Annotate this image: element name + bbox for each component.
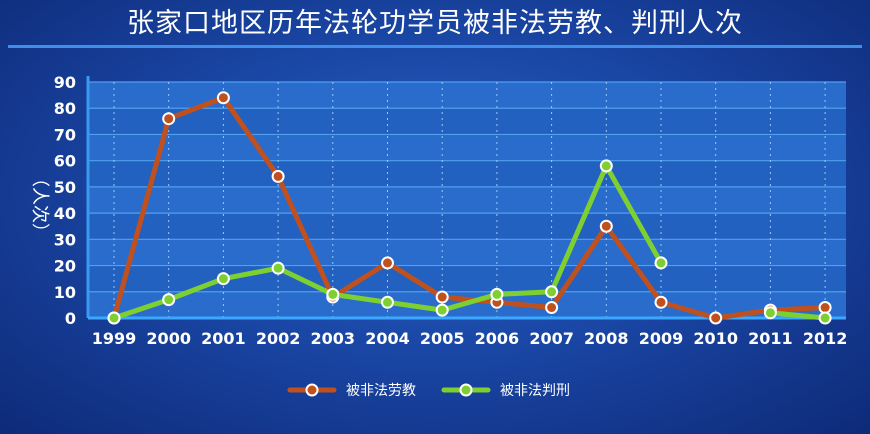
data-point	[381, 256, 394, 270]
y-tick-label: 30	[54, 230, 76, 249]
y-tick-label: 60	[54, 152, 76, 171]
y-tick-label: 80	[54, 99, 76, 118]
data-point	[654, 256, 668, 270]
plot-area	[88, 82, 846, 318]
data-point	[271, 169, 285, 183]
x-tick-label: 2006	[475, 329, 520, 348]
data-point	[162, 112, 176, 126]
data-point	[326, 287, 340, 301]
plot-band	[88, 265, 846, 292]
chart-title: 张家口地区历年法轮功学员被非法劳教、判刑人次	[127, 8, 743, 39]
legend-item-1: 被非法劳教	[287, 383, 416, 399]
data-point	[545, 285, 559, 299]
x-tick-label: 2010	[693, 329, 738, 348]
x-tick-label: 2004	[365, 329, 410, 348]
data-point	[162, 293, 176, 307]
y-tick-label: 0	[65, 309, 76, 328]
series-2	[107, 159, 832, 325]
legend-label: 被非法劳教	[346, 383, 416, 399]
x-tick-label: 2009	[639, 329, 684, 348]
y-axis-label: （人次）	[29, 169, 50, 241]
data-point	[818, 311, 832, 325]
legend-item-2: 被非法判刑	[441, 383, 570, 399]
data-point	[599, 219, 613, 233]
x-tick-label: 2011	[748, 329, 793, 348]
legend-label: 被非法判刑	[500, 383, 570, 399]
x-tick-label: 2003	[311, 329, 356, 348]
y-tick-label: 90	[54, 73, 76, 92]
title-divider	[8, 45, 862, 48]
x-tick-label: 2012	[803, 329, 848, 348]
plot-band	[88, 108, 846, 135]
data-point	[381, 295, 394, 309]
x-tick-label: 2005	[420, 329, 465, 348]
series-group	[107, 91, 832, 325]
x-axis-ticks: 1999 2000 2001 2002 2003 2004 2005 2006 2007 2008…	[92, 329, 848, 348]
plot-band	[88, 213, 846, 240]
data-point	[107, 311, 121, 325]
data-point	[216, 272, 230, 286]
x-tick-label: 1999	[92, 329, 137, 348]
legend-swatch-marker	[305, 383, 319, 397]
data-point	[271, 261, 285, 275]
legend-swatch-marker	[459, 383, 473, 397]
data-point	[818, 301, 832, 315]
plot-band	[88, 186, 846, 214]
plot-band	[88, 239, 846, 266]
x-tick-label: 2002	[256, 329, 301, 348]
data-point	[599, 159, 613, 173]
y-tick-label: 50	[54, 178, 76, 197]
data-point	[709, 311, 723, 325]
x-tick-label: 2007	[529, 329, 574, 348]
series-line	[767, 310, 828, 321]
legend: 被非法劳教 被非法判刑	[287, 383, 570, 399]
x-tick-label: 2000	[146, 329, 191, 348]
data-point	[490, 287, 504, 301]
data-point	[435, 303, 449, 317]
data-point	[435, 290, 449, 304]
data-point	[545, 301, 559, 315]
y-tick-label: 40	[54, 204, 76, 223]
data-point	[216, 91, 230, 105]
series-line	[111, 95, 828, 321]
x-tick-label: 2008	[584, 329, 629, 348]
plot-band	[88, 134, 846, 161]
plot-band	[88, 160, 846, 187]
gridlines	[88, 81, 846, 318]
data-point	[654, 295, 668, 309]
y-tick-label: 70	[54, 125, 76, 144]
data-point	[763, 306, 777, 320]
y-tick-label: 20	[54, 257, 76, 276]
y-axis-ticks: 0 10 20 30 40 50 60 70 80 90	[54, 73, 76, 328]
x-tick-label: 2001	[201, 329, 246, 348]
y-tick-label: 10	[54, 283, 76, 302]
